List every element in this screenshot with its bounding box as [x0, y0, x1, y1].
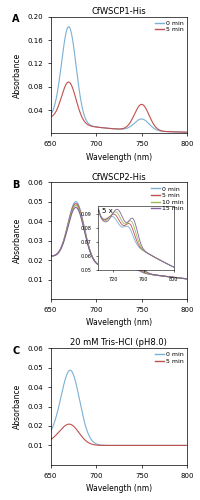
Legend: 0 min, 5 min, 10 min, 15 min: 0 min, 5 min, 10 min, 15 min [147, 184, 185, 214]
X-axis label: Wavelength (nm): Wavelength (nm) [85, 152, 151, 162]
X-axis label: Wavelength (nm): Wavelength (nm) [85, 318, 151, 328]
Title: CfWSCP2-His: CfWSCP2-His [91, 172, 146, 182]
Text: C: C [12, 346, 19, 356]
X-axis label: Wavelength (nm): Wavelength (nm) [85, 484, 151, 493]
Y-axis label: Absorbance: Absorbance [13, 218, 22, 264]
Title: CfWSCP1-His: CfWSCP1-His [91, 7, 146, 16]
Y-axis label: Absorbance: Absorbance [13, 384, 22, 429]
Text: B: B [12, 180, 20, 190]
Legend: 0 min, 5 min: 0 min, 5 min [151, 350, 185, 366]
Title: 20 mM Tris-HCl (pH8.0): 20 mM Tris-HCl (pH8.0) [70, 338, 167, 347]
Y-axis label: Absorbance: Absorbance [13, 52, 22, 98]
Legend: 0 min, 5 min: 0 min, 5 min [151, 18, 185, 35]
Text: A: A [12, 14, 20, 24]
